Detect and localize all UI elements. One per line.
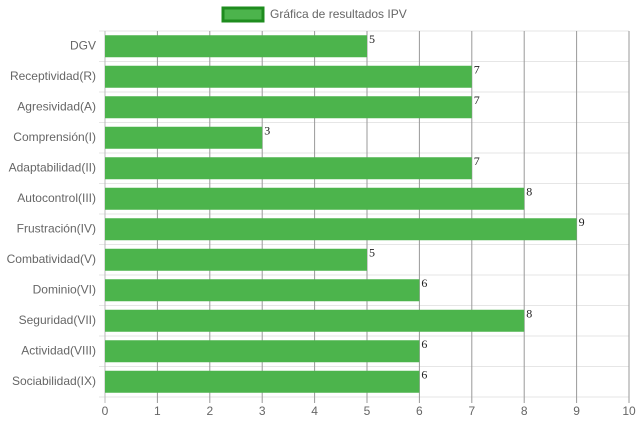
data-label: 9 [579, 215, 585, 229]
data-label: 7 [474, 63, 480, 77]
x-tick-label: 5 [364, 404, 371, 418]
x-tick-label: 4 [311, 404, 318, 418]
x-tick-label: 2 [206, 404, 213, 418]
bar [105, 340, 420, 363]
y-tick-label: Frustración(IV) [17, 221, 96, 235]
y-tick-label: Autocontrol(III) [17, 191, 96, 205]
data-label: 8 [526, 185, 532, 199]
data-label: 7 [474, 154, 480, 168]
bar [105, 309, 525, 332]
bar [105, 279, 420, 302]
data-label: 7 [474, 93, 480, 107]
x-tick-label: 9 [573, 404, 580, 418]
legend-label: Gráfica de resultados IPV [270, 7, 407, 21]
y-tick-label: Agresividad(A) [17, 99, 96, 113]
y-tick-label: DGV [70, 38, 96, 52]
x-tick-label: 1 [154, 404, 161, 418]
bar [105, 187, 525, 210]
bar [105, 126, 263, 149]
bar [105, 157, 472, 180]
y-tick-label: Receptividad(R) [10, 69, 96, 83]
bar [105, 65, 472, 88]
x-tick-label: 8 [521, 404, 528, 418]
bar [105, 248, 367, 271]
legend-swatch [221, 6, 265, 23]
y-tick-label: Comprensión(I) [13, 130, 96, 144]
y-tick-label: Combatividad(V) [7, 252, 96, 266]
data-label: 3 [264, 124, 270, 138]
bar [105, 370, 420, 393]
x-tick-label: 0 [102, 404, 109, 418]
x-tick-label: 6 [416, 404, 423, 418]
data-label: 6 [421, 337, 427, 351]
y-tick-label: Actividad(VIII) [21, 343, 96, 357]
y-tick-label: Seguridad(VII) [19, 313, 96, 327]
y-tick-label: Adaptabilidad(II) [9, 160, 96, 174]
bar [105, 96, 472, 119]
y-tick-label: Dominio(VI) [33, 282, 96, 296]
data-label: 5 [369, 32, 375, 46]
x-tick-label: 3 [259, 404, 266, 418]
x-tick-label: 7 [468, 404, 475, 418]
y-tick-label: Sociabilidad(IX) [12, 374, 96, 388]
bar [105, 218, 577, 241]
data-label: 6 [421, 368, 427, 382]
bar [105, 35, 367, 58]
data-label: 5 [369, 246, 375, 260]
data-label: 8 [526, 307, 532, 321]
data-label: 6 [421, 276, 427, 290]
x-tick-label: 10 [622, 404, 636, 418]
